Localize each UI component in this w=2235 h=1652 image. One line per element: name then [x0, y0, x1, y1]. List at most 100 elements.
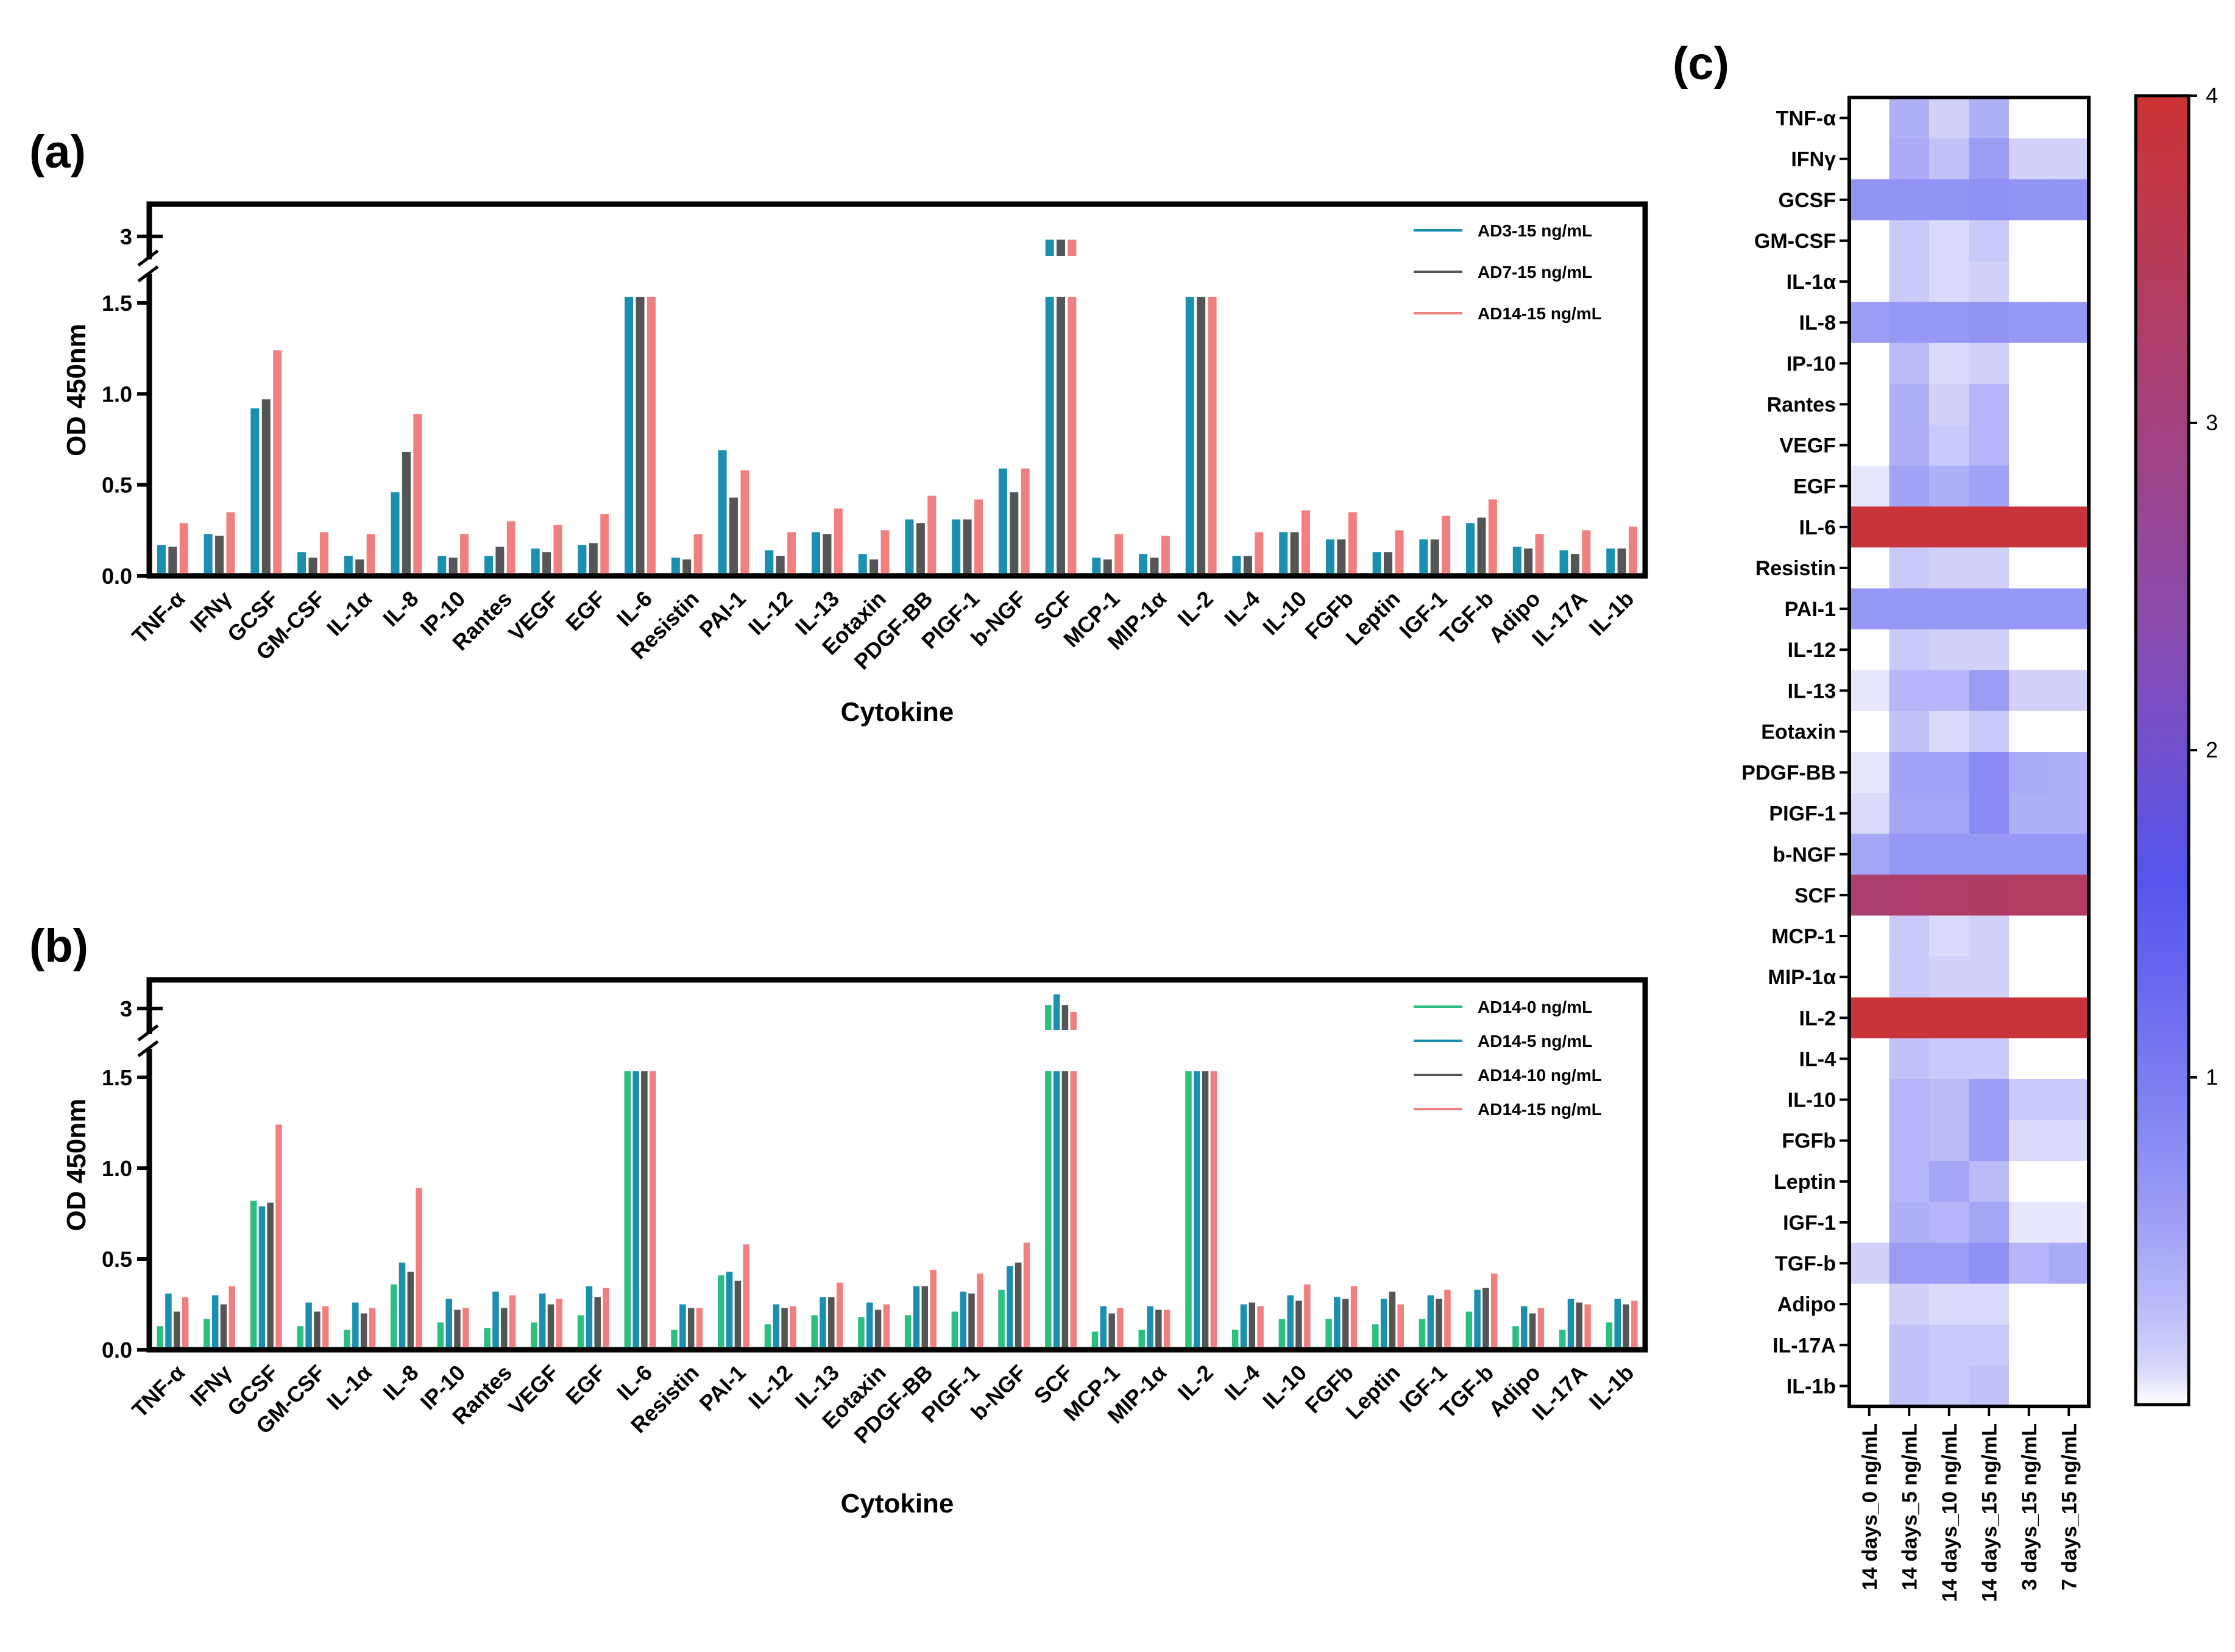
bar-a-2 [1477, 517, 1486, 573]
bar-a-3 [1488, 499, 1497, 573]
bar-a-3 [1442, 516, 1451, 573]
heatmap-cell [1849, 1324, 1890, 1366]
bar-b-4 [369, 1308, 376, 1347]
bar-b-4 [1070, 1071, 1077, 1347]
bar-a-2 [682, 559, 692, 573]
bar-b-1 [718, 1275, 724, 1347]
bar-a-1 [1139, 554, 1148, 573]
row-label: IL-4 [1799, 1048, 1837, 1071]
bar-b-2 [1194, 1071, 1200, 1347]
heatmap-cell [1969, 179, 2010, 221]
heatmap-cell [2049, 711, 2089, 753]
bar-b-3 [1529, 1313, 1536, 1347]
heatmap-cell [2049, 1324, 2089, 1366]
bar-b-2 [539, 1293, 546, 1347]
bar-b-4 [1163, 1310, 1171, 1347]
x-tick-label: IL-12 [743, 586, 797, 640]
heatmap-cell [1969, 302, 2010, 344]
bar-a-3 [880, 530, 890, 573]
bar-a-3 [1582, 530, 1591, 573]
heatmap-cell [1849, 179, 1890, 221]
heatmap-cell [2049, 506, 2089, 548]
heatmap-cell [1849, 956, 1890, 998]
heatmap-cell [1849, 1038, 1890, 1080]
heatmap-cell [1849, 997, 1890, 1039]
bar-b-4 [836, 1282, 843, 1347]
heatmap-cell [1929, 915, 1970, 957]
legend-label: AD14-5 ng/mL [1478, 1032, 1592, 1051]
heatmap-cell [1849, 1283, 1890, 1325]
legend-label: AD14-0 ng/mL [1478, 998, 1592, 1016]
panel-label-c: (c) [1673, 38, 1729, 90]
bar-b-1 [1045, 1071, 1052, 1347]
heatmap-cell [1929, 956, 1970, 998]
bar-b-3 [1015, 1262, 1022, 1347]
bar-a-1 [812, 532, 821, 573]
heatmap-cell [2049, 834, 2089, 875]
bar-b-3 [1436, 1299, 1442, 1347]
bar-a-1 [1325, 539, 1334, 573]
bar-a-2 [1524, 548, 1533, 573]
bar-a-2 [636, 297, 645, 573]
row-label: IFNγ [1791, 148, 1836, 171]
heatmap-cell [1889, 1038, 1930, 1080]
heatmap-cell [2049, 1243, 2089, 1285]
bar-a-3 [834, 508, 843, 573]
panel-label-b: (b) [29, 920, 88, 972]
heatmap-cell [2049, 342, 2089, 385]
bar-b-4 [1257, 1306, 1264, 1347]
bar-b-1 [437, 1322, 444, 1347]
x-tick-label: Leptin [1341, 586, 1404, 650]
column-label: 14 days_15 ng/mL [1978, 1423, 2001, 1602]
bar-a-1-upper [1045, 239, 1054, 256]
heatmap-cell [1929, 711, 1970, 753]
bar-b-1 [390, 1284, 397, 1347]
y-axis-title: OD 450nm [62, 1099, 91, 1232]
bar-a-1 [484, 556, 493, 573]
heatmap-cell [1929, 1161, 1970, 1202]
bar-b-3 [687, 1308, 695, 1347]
bar-a-2 [589, 543, 598, 573]
bar-b-1 [484, 1328, 491, 1347]
bar-a-2 [495, 547, 505, 573]
y-tick-label: 1.5 [102, 291, 132, 316]
bar-b-3 [1342, 1299, 1349, 1347]
heatmap-cell [1849, 834, 1890, 875]
bar-b-1 [1419, 1319, 1426, 1347]
bar-a-2 [1337, 539, 1346, 573]
bar-a-3 [1255, 532, 1264, 573]
row-label: IL-2 [1799, 1007, 1836, 1030]
heatmap-cell [1929, 383, 1970, 425]
bar-a-2-upper [1057, 239, 1066, 256]
row-label: PDGF-BB [1741, 762, 1836, 785]
heatmap-cell [1849, 383, 1890, 425]
heatmap-cell [2009, 220, 2050, 262]
heatmap-cell [1889, 1161, 1930, 1202]
heatmap-cell [1929, 466, 1970, 507]
heatmap-cell [1889, 997, 1930, 1039]
heatmap-cell [2049, 179, 2089, 221]
heatmap-cell [1889, 302, 1930, 344]
row-label: PIGF-1 [1769, 803, 1836, 826]
bar-b-2-upper [1053, 994, 1060, 1030]
bar-a-3 [273, 350, 282, 573]
heatmap-cell [1929, 179, 1970, 221]
heatmap-cell [1889, 588, 1930, 630]
axis-break-mark [137, 249, 159, 267]
x-tick-label: IL-1b [1584, 586, 1638, 641]
row-label: Adipo [1777, 1293, 1836, 1316]
bar-a-2 [215, 536, 224, 573]
heatmap-cell [1889, 752, 1930, 793]
heatmap-frame [1847, 96, 2091, 1408]
bar-b-1 [1231, 1330, 1239, 1347]
heatmap-cell [1889, 670, 1930, 712]
bar-a-1 [1045, 297, 1054, 573]
bar-b-4 [1631, 1300, 1638, 1347]
heatmap-cell [1969, 138, 2010, 180]
bar-a-1 [1372, 552, 1381, 573]
heatmap-cell [1969, 1243, 2010, 1285]
bar-b-1 [1465, 1311, 1473, 1347]
row-label: IP-10 [1787, 352, 1836, 375]
heatmap-cell [1849, 466, 1890, 507]
x-tick-label: EGF [561, 1360, 610, 1409]
